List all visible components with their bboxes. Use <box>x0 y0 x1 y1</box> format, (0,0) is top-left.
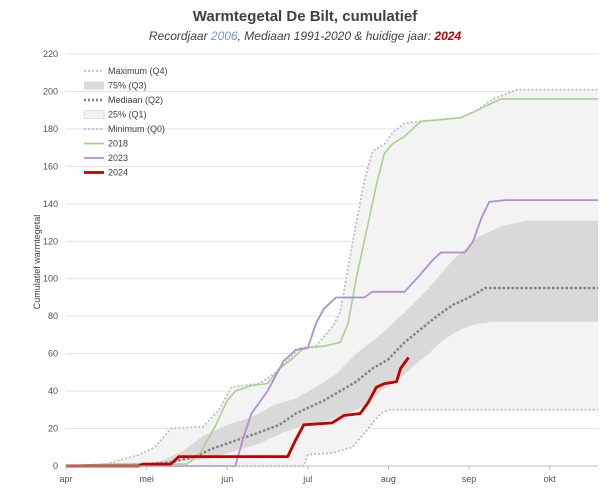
chart-subtitle: Recordjaar 2006, Mediaan 1991-2020 & hui… <box>0 29 610 43</box>
legend-swatch <box>83 110 105 119</box>
legend-label: 2024 <box>108 168 128 178</box>
series-lines <box>65 88 598 468</box>
y-tick-label: 40 <box>48 386 58 396</box>
y-tick-label: 60 <box>48 349 58 359</box>
band-min-max <box>66 89 598 466</box>
legend-item-2023: 2023 <box>84 153 128 163</box>
series-line-minimum-q0 <box>66 408 598 467</box>
series-line-2018 <box>65 98 598 467</box>
y-tick-label: 0 <box>53 461 58 471</box>
x-tick-label: apr <box>59 474 72 484</box>
y-axis-label: Cumulatief warmtegetal <box>32 215 42 310</box>
y-tick-label: 20 <box>48 424 58 434</box>
x-tick-label: sep <box>462 474 477 484</box>
x-tick-label: jul <box>302 474 312 484</box>
y-tick-label: 80 <box>48 311 58 321</box>
legend-label: 2023 <box>108 153 128 163</box>
subtitle-current-year: 2024 <box>434 29 462 43</box>
legend-item-25-q1: 25% (Q1) <box>83 110 147 120</box>
y-tick-label: 200 <box>43 86 58 96</box>
quantile-bands <box>66 89 598 466</box>
legend-label: 75% (Q3) <box>108 81 147 91</box>
legend-label: Mediaan (Q2) <box>108 95 163 105</box>
series-line-2023 <box>66 199 598 467</box>
legend-swatch <box>84 81 104 90</box>
legend-item-minimum-q0: Minimum (Q0) <box>84 124 165 134</box>
x-tick-label: mei <box>139 474 154 484</box>
x-tick-label: okt <box>544 474 557 484</box>
chart-title: Warmtegetal De Bilt, cumulatief <box>192 8 418 25</box>
legend-item-2024: 2024 <box>84 168 128 178</box>
legend-item-2018: 2018 <box>84 139 128 149</box>
legend-item-75-q3: 75% (Q3) <box>84 81 147 91</box>
legend-label: Maximum (Q4) <box>108 66 168 76</box>
subtitle-prefix: Recordjaar <box>148 29 211 43</box>
y-tick-label: 140 <box>43 199 58 209</box>
subtitle-middle: , Mediaan 1991-2020 & huidige jaar: <box>237 29 435 43</box>
y-tick-label: 160 <box>43 161 58 171</box>
legend-item-mediaan-q2: Mediaan (Q2) <box>84 95 163 105</box>
y-tick-label: 120 <box>43 236 58 246</box>
axes: 0 20 40 60 80 100 120 140 160 180 200 220 apr mei jun j… <box>43 49 598 484</box>
series-line-2024 <box>66 356 410 468</box>
x-tick-label: jun <box>220 474 233 484</box>
y-tick-label: 100 <box>43 274 58 284</box>
band-q1-q3 <box>66 220 598 466</box>
legend: Maximum (Q4) 75% (Q3) Mediaan (Q2) 25% (Q1)… <box>83 66 168 178</box>
x-tick-label: aug <box>381 474 396 484</box>
legend-label: Minimum (Q0) <box>108 124 165 134</box>
subtitle-record-year: 2006 <box>210 29 238 43</box>
legend-label: 2018 <box>108 139 128 149</box>
y-tick-label: 220 <box>43 49 58 59</box>
legend-item-maximum-q4: Maximum (Q4) <box>84 66 168 76</box>
y-tick-label: 180 <box>43 124 58 134</box>
legend-label: 25% (Q1) <box>108 110 147 120</box>
series-line-mediaan-q2 <box>65 286 598 468</box>
